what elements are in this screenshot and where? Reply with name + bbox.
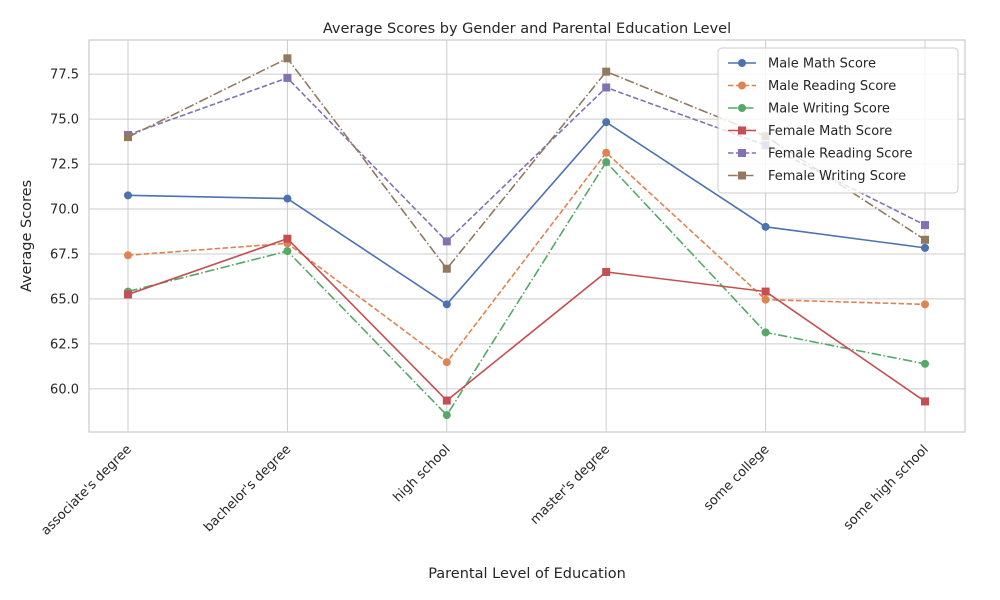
- data-point: [283, 234, 292, 243]
- data-point: [602, 267, 611, 276]
- data-point: [921, 243, 929, 252]
- data-point: [124, 290, 132, 299]
- y-tick-label: 70.0: [50, 203, 79, 218]
- legend-label: Female Reading Score: [768, 147, 912, 162]
- data-point: [921, 235, 929, 244]
- legend-label: Female Writing Score: [768, 169, 906, 184]
- grid: [89, 40, 965, 432]
- y-tick-label: 77.5: [50, 68, 79, 83]
- y-tick-label: 72.5: [50, 158, 79, 173]
- legend-item: Male Math Score: [728, 57, 876, 72]
- legend-marker: [738, 126, 746, 135]
- plot-border: [88, 39, 966, 433]
- legend-item: Female Math Score: [728, 124, 892, 139]
- y-tick-label: 65.0: [50, 292, 79, 307]
- legend-item: Male Writing Score: [728, 102, 890, 117]
- data-point: [761, 328, 770, 337]
- legend-marker: [738, 171, 746, 180]
- y-tick-label: 67.5: [50, 247, 79, 262]
- data-point: [602, 83, 611, 92]
- data-point: [921, 397, 929, 406]
- y-axis-label: Average Scores: [19, 180, 35, 292]
- series: [124, 118, 929, 309]
- series: [124, 158, 929, 420]
- legend-label: Male Writing Score: [768, 102, 890, 117]
- data-point: [442, 411, 451, 420]
- data-point: [602, 158, 611, 167]
- data-point: [921, 221, 929, 230]
- data-point: [442, 264, 451, 273]
- legend-label: Male Reading Score: [768, 79, 896, 94]
- data-point: [602, 148, 611, 157]
- data-point: [442, 237, 451, 246]
- data-point: [442, 358, 451, 367]
- data-point: [761, 222, 770, 231]
- legend-marker: [738, 81, 746, 90]
- legend-item: Female Reading Score: [728, 147, 912, 162]
- data-point: [124, 191, 132, 200]
- legend-label: Female Math Score: [768, 124, 892, 139]
- legend: Male Math Score Male Reading Score Male Wr…: [717, 47, 959, 194]
- series-line: [127, 160, 926, 417]
- data-point: [124, 133, 132, 142]
- data-point: [761, 287, 770, 296]
- data-point: [602, 118, 611, 127]
- y-tick-label: 60.0: [50, 382, 79, 397]
- data-point: [283, 194, 292, 203]
- legend-marker: [738, 59, 746, 67]
- data-point: [283, 247, 292, 256]
- data-point: [921, 359, 929, 368]
- legend-box: [717, 47, 959, 194]
- data-point: [921, 300, 929, 309]
- legend-item: Female Writing Score: [728, 169, 906, 184]
- legend-marker: [738, 104, 746, 112]
- legend-marker: [738, 149, 746, 157]
- chart-title: Average Scores by Gender and Parental Ed…: [323, 21, 731, 37]
- legend-item: Male Reading Score: [728, 79, 896, 94]
- series-line: [127, 151, 926, 364]
- data-point: [124, 251, 132, 260]
- data-point: [283, 54, 292, 63]
- legend-label: Male Math Score: [768, 57, 876, 72]
- data-point: [442, 300, 451, 309]
- series: [124, 234, 929, 406]
- y-tick-label: 62.5: [50, 337, 79, 352]
- data-point: [602, 67, 611, 76]
- x-axis-label: Parental Level of Education: [428, 566, 626, 582]
- data-point: [442, 396, 451, 405]
- y-tick-label: 75.0: [50, 113, 79, 128]
- plot-frame: [88, 39, 966, 433]
- series-line: [127, 121, 926, 306]
- data-point: [283, 73, 292, 82]
- series-line: [127, 237, 926, 403]
- data-point: [761, 295, 770, 304]
